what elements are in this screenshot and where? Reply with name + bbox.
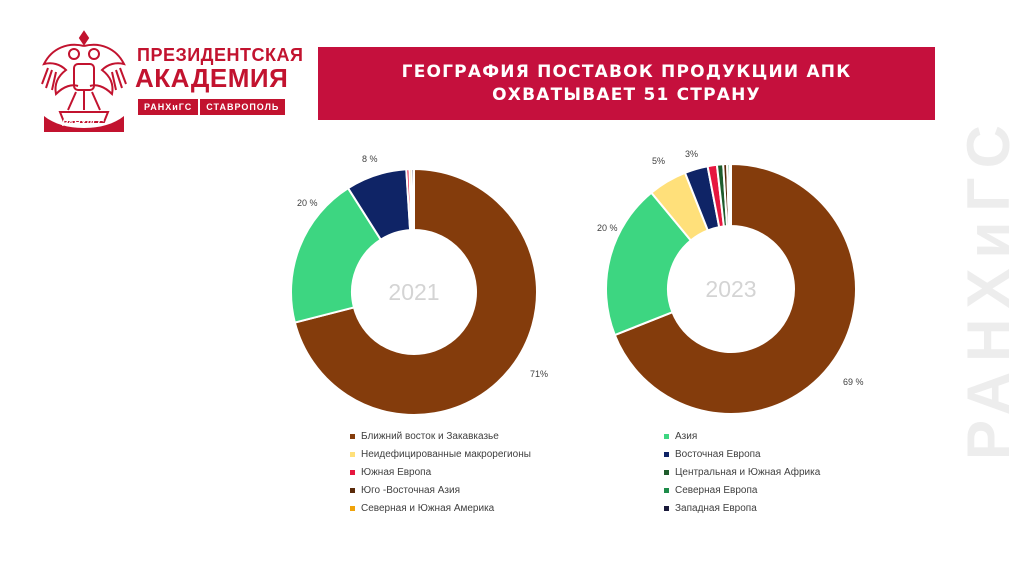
emblem-caption: РАНХиГС [62, 118, 104, 128]
brand-tag-strip: РАНХиГС СТАВРОПОЛЬ [138, 99, 286, 115]
legend-swatch [350, 452, 355, 457]
slice-label: 69 % [843, 377, 864, 387]
double-headed-eagle-emblem-icon [41, 30, 127, 132]
legend-label: Центральная и Южная Африка [675, 467, 821, 478]
legend-item: Неидефицированные макрорегионы [350, 449, 531, 460]
legend-item: Ближний восток и Закавказье [350, 431, 499, 442]
brand-tag-city: СТАВРОПОЛЬ [200, 99, 286, 115]
legend-label: Юго -Восточная Азия [361, 485, 460, 496]
legend-item: Западная Европа [664, 503, 757, 514]
logo: РАНХиГС [38, 24, 308, 136]
legend-label: Восточная Европа [675, 449, 761, 460]
legend-item: Юго -Восточная Азия [350, 485, 460, 496]
legend-swatch [350, 506, 355, 511]
legend-swatch [664, 470, 669, 475]
slice-label: 5% [652, 156, 665, 166]
donut-slice [605, 191, 693, 337]
legend-item: Восточная Европа [664, 449, 761, 460]
donut-slice [410, 167, 415, 232]
legend-item: Центральная и Южная Африка [664, 467, 820, 478]
legend-swatch [664, 434, 669, 439]
slide-title: ГЕОГРАФИЯ ПОСТАВОК ПРОДУКЦИИ АПК ОХВАТЫВ… [401, 61, 852, 105]
legend-label: Северная Европа [675, 485, 758, 496]
slice-label: 20 % [597, 223, 618, 233]
slice-label: 8 % [362, 154, 378, 164]
slice-label: 20 % [297, 198, 318, 208]
legend-item: Азия [664, 431, 697, 442]
legend-swatch [350, 434, 355, 439]
legend-item: Южная Европа [350, 467, 431, 478]
slice-label: 71% [530, 369, 548, 379]
legend-label: Азия [675, 431, 698, 442]
brand-tag-ranepa: РАНХиГС [138, 99, 199, 115]
legend-item: Северная Европа [664, 485, 757, 496]
legend-label: Неидефицированные макрорегионы [361, 449, 531, 460]
legend-label: Южная Европа [361, 467, 432, 478]
donut-chart-2021: 71% 20 % 8 % 2021 [290, 154, 548, 416]
donut-center-year: 2021 [388, 279, 439, 305]
legend-swatch [664, 452, 669, 457]
brand-line-2: АКАДЕМИЯ [135, 63, 289, 93]
legend-swatch [664, 488, 669, 493]
legend-swatch [350, 488, 355, 493]
slice-label: 3% [685, 149, 698, 159]
legend-swatch [664, 506, 669, 511]
donut-slice [728, 162, 732, 228]
donut-slice [613, 162, 857, 415]
legend-swatch [350, 470, 355, 475]
donut-slice [290, 186, 383, 324]
legend-label: Ближний восток и Закавказье [361, 431, 499, 442]
title-banner: ГЕОГРАФИЯ ПОСТАВОК ПРОДУКЦИИ АПК ОХВАТЫВ… [318, 47, 935, 120]
donut-chart-2023: 69 % 20 % 5% 3% 2023 [597, 149, 864, 415]
brand-line-1: ПРЕЗИДЕНТСКАЯ [137, 45, 304, 65]
legend-label: Северная и Южная Америка [361, 503, 495, 514]
legend-label: Западная Европа [675, 503, 757, 514]
donut-slice [293, 167, 538, 416]
legend-item: Северная и Южная Америка [350, 503, 494, 514]
donut-center-year: 2023 [705, 276, 756, 302]
